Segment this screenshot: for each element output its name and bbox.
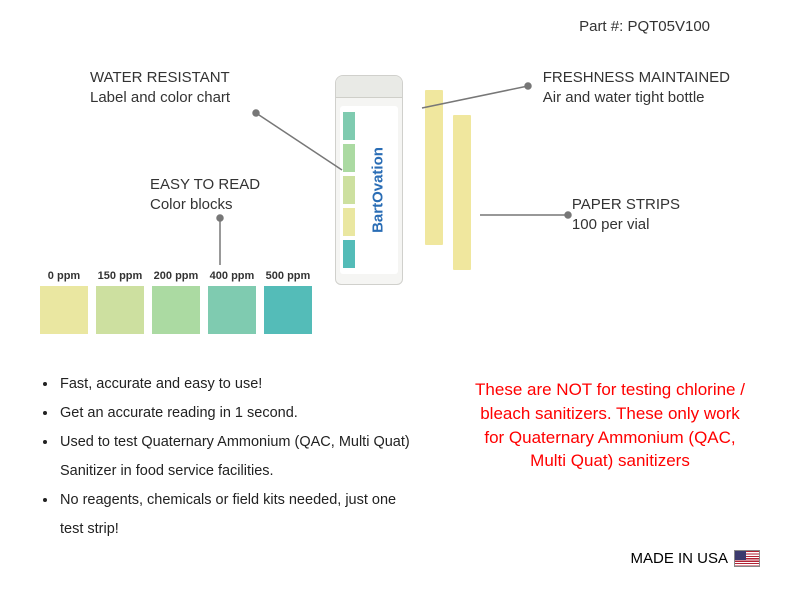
brand-text: BartOvation: [370, 147, 387, 233]
feature-bullet: No reagents, chemicals or field kits nee…: [58, 486, 420, 544]
vial-cap: [335, 76, 403, 98]
color-swatch-row: 0 ppm 150 ppm 200 ppm 400 ppm 500 ppm: [38, 270, 314, 334]
swatch-column: 0 ppm: [38, 270, 90, 334]
swatch-box: [208, 286, 256, 334]
vial: BartOvation: [335, 75, 403, 285]
usa-flag-icon: [734, 550, 760, 567]
feature-bullet: Fast, accurate and easy to use!: [58, 370, 420, 399]
made-in-label: MADE IN USA: [630, 550, 728, 567]
swatch-column: 400 ppm: [206, 270, 258, 334]
vial-color-block: [343, 176, 355, 204]
callout-title: WATER RESISTANT: [90, 68, 230, 88]
swatch-label: 0 ppm: [38, 270, 90, 282]
swatch-label: 400 ppm: [206, 270, 258, 282]
made-in-usa: MADE IN USA: [630, 550, 760, 567]
swatch-label: 200 ppm: [150, 270, 202, 282]
callout-sub: Color blocks: [150, 195, 260, 215]
vial-color-block: [343, 112, 355, 140]
test-strip: [425, 90, 443, 245]
swatch-label: 150 ppm: [94, 270, 146, 282]
feature-bullet: Get an accurate reading in 1 second.: [58, 399, 420, 428]
vial-color-block: [343, 208, 355, 236]
swatch-column: 500 ppm: [262, 270, 314, 334]
feature-bullet: Used to test Quaternary Ammonium (QAC, M…: [58, 428, 420, 486]
part-number: Part #: PQT05V100: [579, 18, 710, 35]
callout-water-resistant: WATER RESISTANT Label and color chart: [90, 68, 230, 109]
callout-sub: 100 per vial: [572, 215, 680, 235]
swatch-box: [40, 286, 88, 334]
vial-color-block: [343, 240, 355, 268]
vial-label: BartOvation: [340, 106, 398, 274]
swatch-column: 150 ppm: [94, 270, 146, 334]
callout-title: EASY TO READ: [150, 175, 260, 195]
vial-color-block: [343, 144, 355, 172]
swatch-box: [264, 286, 312, 334]
callout-title: PAPER STRIPS: [572, 195, 680, 215]
callout-title: FRESHNESS MAINTAINED: [543, 68, 730, 88]
callout-paper-strips: PAPER STRIPS 100 per vial: [572, 195, 680, 236]
swatch-box: [96, 286, 144, 334]
feature-bullets: Fast, accurate and easy to use!Get an ac…: [40, 370, 420, 544]
product-illustration: BartOvation: [335, 75, 555, 295]
swatch-column: 200 ppm: [150, 270, 202, 334]
vial-brand: BartOvation: [358, 106, 398, 274]
vial-color-blocks: [340, 106, 358, 274]
warning-text: These are NOT for testing chlorine / ble…: [475, 378, 745, 473]
swatch-label: 500 ppm: [262, 270, 314, 282]
callout-sub: Label and color chart: [90, 88, 230, 108]
callout-easy-read: EASY TO READ Color blocks: [150, 175, 260, 216]
swatch-box: [152, 286, 200, 334]
test-strip: [453, 115, 471, 270]
callout-sub: Air and water tight bottle: [543, 88, 730, 108]
callout-freshness: FRESHNESS MAINTAINED Air and water tight…: [543, 68, 730, 109]
